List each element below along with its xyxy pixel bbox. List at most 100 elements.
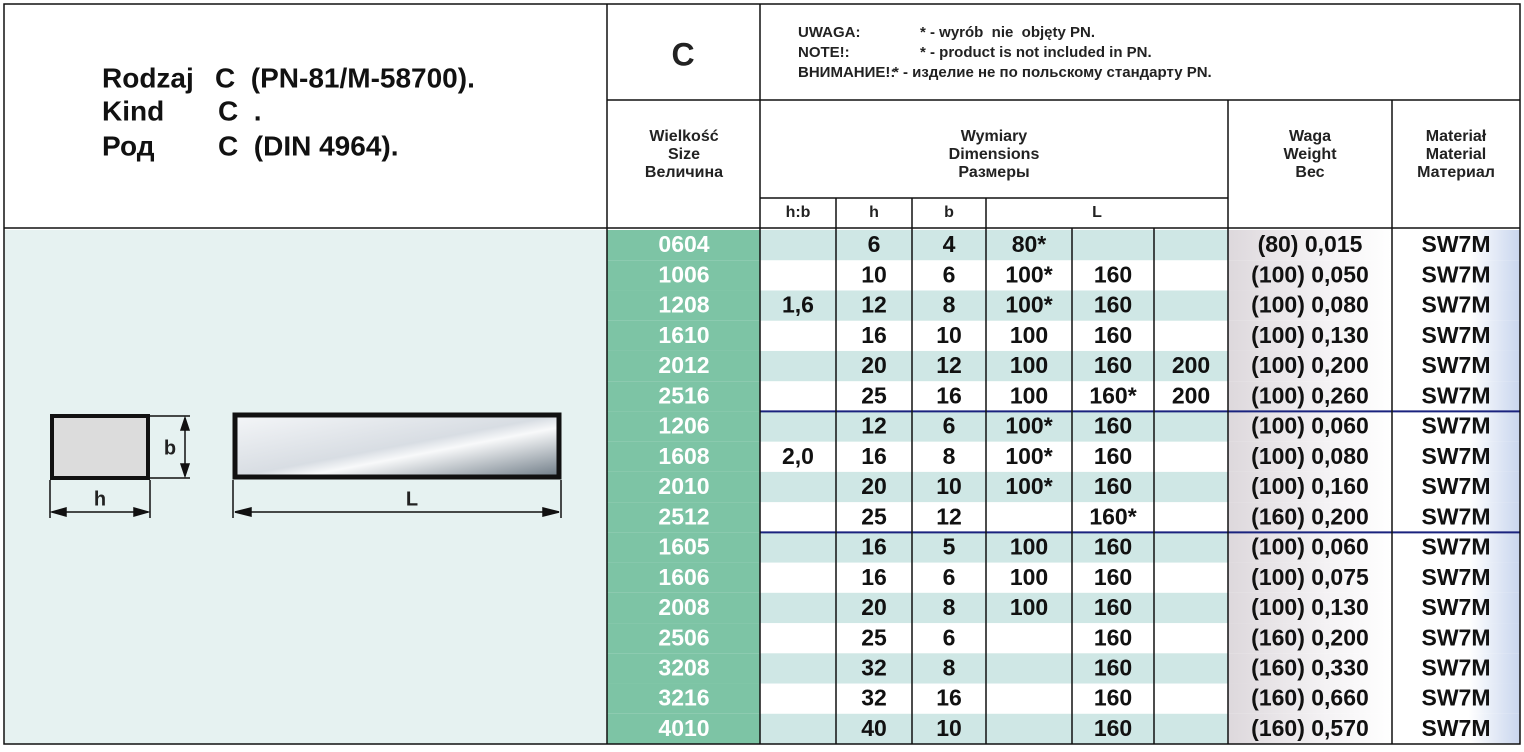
cell: 100 [1010,564,1048,590]
weight-cell [1228,713,1392,744]
cell: 25 [861,503,887,529]
cell: 160* [1089,503,1136,529]
cell: (160) 0,200 [1251,624,1369,650]
cell: SW7M [1422,413,1491,439]
cell: 160 [1094,564,1132,590]
material-cell [1392,441,1520,472]
cell: 12 [861,413,887,439]
column-header: Wielkość [649,128,718,145]
cell: SW7M [1422,231,1491,257]
size: 1208 [658,292,709,318]
cell: 16 [861,443,887,469]
cell: SW7M [1422,503,1491,529]
cell: 5 [943,534,956,560]
size-cell [607,502,760,533]
weight-cell [1228,562,1392,593]
weight-cell [1228,653,1392,684]
cell: SW7M [1422,292,1491,318]
cell: 160 [1094,534,1132,560]
cell: (160) 0,200 [1251,503,1369,529]
cell: (100) 0,130 [1251,322,1369,348]
cell: 16 [861,322,887,348]
cell: SW7M [1422,564,1491,590]
sub-header: h [869,204,879,221]
weight-cell [1228,471,1392,503]
size-cell [607,411,760,442]
cell: 10 [936,322,962,348]
row-band [760,532,1228,563]
cell: 160 [1094,685,1132,711]
material-cell [1392,592,1520,624]
material-cell [1392,230,1520,261]
column-header: Вес [1295,164,1324,181]
size: 4010 [658,715,709,741]
cell: 6 [943,624,956,650]
note-text: * - wyrób nie objęty PN. [920,24,1095,41]
dim-label: b [164,437,176,459]
size-cell [607,592,760,624]
cell: 10 [936,473,962,499]
cell: 16 [861,534,887,560]
size: 1608 [658,443,709,469]
cell: 32 [861,654,887,680]
row-band [760,350,1228,382]
size-cell [607,320,760,351]
column-header: Размеры [958,164,1029,181]
size-cell [607,381,760,412]
cell: 8 [943,292,956,318]
note-text: * - изделие не по польскому стандарту PN… [893,64,1212,81]
cell: SW7M [1422,352,1491,378]
column-header: Materiał [1426,128,1487,145]
size: 1006 [658,261,709,287]
column-header: Wymiary [961,128,1028,145]
cell: SW7M [1422,685,1491,711]
cell: 100* [1005,473,1052,499]
cell: 32 [861,685,887,711]
sub-header: h:b [786,204,811,221]
cell: (100) 0,130 [1251,594,1369,620]
size: 3208 [658,654,709,680]
weight-cell [1228,350,1392,382]
cell: 160 [1094,624,1132,650]
cell: 40 [861,715,887,741]
title-text: C (PN-81/M-58700). [215,62,475,93]
weight-cell [1228,290,1392,321]
cell: 160* [1089,382,1136,408]
cell: 20 [861,594,887,620]
cell: 12 [861,292,887,318]
dim-label: h [94,488,106,510]
row-band [760,713,1228,744]
size-cell [607,230,760,261]
title-label: Род [102,130,155,161]
cell: 100 [1010,322,1048,348]
cell: 25 [861,624,887,650]
column-header: Величина [645,164,723,181]
cell: (100) 0,260 [1251,382,1369,408]
weight-cell [1228,441,1392,472]
cell: 160 [1094,292,1132,318]
drawing-bg [4,230,607,744]
cell: SW7M [1422,443,1491,469]
cell: 8 [943,654,956,680]
size: 1605 [658,534,709,560]
cell: 25 [861,382,887,408]
row-band [760,290,1228,321]
size-cell [607,441,760,472]
cell: SW7M [1422,654,1491,680]
cell: 8 [943,443,956,469]
grid [3,3,1521,745]
cell: SW7M [1422,594,1491,620]
part-drawing: b h L [49,412,562,518]
cell: 4 [943,231,956,257]
cell: (160) 0,660 [1251,685,1369,711]
size-cell [607,683,760,714]
cell: 16 [936,685,962,711]
material-cell [1392,350,1520,382]
code: C [671,36,694,72]
column-header: Material [1426,146,1486,163]
size: 2506 [658,624,709,650]
cell: (100) 0,200 [1251,352,1369,378]
cell: 12 [936,352,962,378]
cell: 160 [1094,715,1132,741]
